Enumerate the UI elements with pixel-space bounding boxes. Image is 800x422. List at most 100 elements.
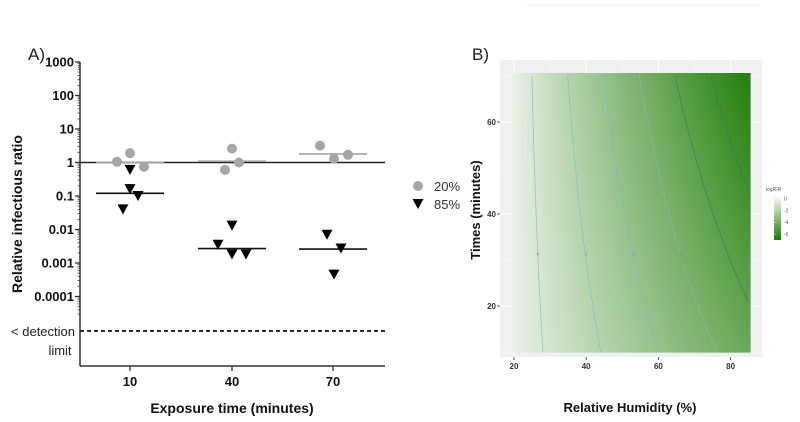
heatmap-cell <box>516 156 523 165</box>
heatmap-cell <box>556 296 563 304</box>
heatmap-cell <box>700 219 706 228</box>
heatmap-cell <box>680 247 687 255</box>
heatmap-cell <box>516 142 523 151</box>
heatmap-cell <box>521 338 528 346</box>
heatmap-cell <box>551 331 558 339</box>
heatmap-cell <box>571 268 578 276</box>
heatmap-cell <box>735 233 741 241</box>
heatmap-cell <box>690 233 697 241</box>
heatmap-cell <box>670 324 677 332</box>
heatmap-cell <box>631 219 637 228</box>
heatmap-cell <box>591 219 597 228</box>
heatmap-cell <box>715 114 721 123</box>
heatmap-cell <box>700 240 706 248</box>
heatmap-cell <box>531 205 538 214</box>
heatmap-cell <box>596 135 602 144</box>
heatmap-cell <box>670 170 677 179</box>
heatmap-cell <box>512 247 518 255</box>
heatmap-cell <box>631 79 637 88</box>
heatmap-cell <box>616 254 622 262</box>
heatmap-cell <box>635 289 642 297</box>
heatmap-cell <box>645 317 652 325</box>
heatmap-cell <box>611 331 617 339</box>
heatmap-cell <box>556 261 563 269</box>
heatmap-cell <box>631 86 637 95</box>
heatmap-cell <box>512 317 518 325</box>
heatmap-cell <box>601 121 607 130</box>
heatmap-cell <box>675 79 682 88</box>
heatmap-cell <box>690 184 697 193</box>
heatmap-cell <box>621 198 627 207</box>
heatmap-cell <box>526 226 533 235</box>
heatmap-cell <box>725 184 731 193</box>
heatmap-cell <box>526 310 533 318</box>
heatmap-cell <box>631 191 637 200</box>
heatmap-cell <box>516 303 523 311</box>
heatmap-cell <box>561 303 568 311</box>
heatmap-cell <box>705 135 711 144</box>
heatmap-cell <box>581 338 587 346</box>
heatmap-cell <box>631 296 637 304</box>
heatmap-cell <box>690 177 697 186</box>
heatmap-cell <box>635 128 642 137</box>
heatmap-cell <box>680 73 687 81</box>
heatmap-cell <box>596 289 602 297</box>
heatmap-cell <box>660 170 667 179</box>
heatmap-cell <box>566 177 573 186</box>
heatmap-cell <box>680 149 687 158</box>
heatmap-cell <box>670 247 677 255</box>
heatmap-cell <box>596 282 602 290</box>
heatmap-cell <box>616 247 622 255</box>
heatmap-cell <box>730 219 736 228</box>
heatmap-cell <box>675 100 682 109</box>
heatmap-cell <box>735 184 741 193</box>
heatmap-cell <box>685 93 692 102</box>
heatmap-cell <box>655 177 662 186</box>
heatmap-cell <box>576 240 583 248</box>
heatmap-cell <box>645 240 652 248</box>
heatmap-cell <box>611 205 617 214</box>
heatmap-cell <box>541 170 548 179</box>
heatmap-cell <box>730 79 736 88</box>
heatmap-cell <box>512 261 518 269</box>
heatmap-cell <box>596 107 602 116</box>
heatmap-cell <box>521 254 528 262</box>
heatmap-cell <box>512 191 518 200</box>
heatmap-cell <box>655 345 662 353</box>
heatmap-cell <box>591 93 597 102</box>
heatmap-cell <box>571 219 578 228</box>
heatmap-cell <box>581 121 587 130</box>
heatmap-cell <box>526 121 533 130</box>
heatmap-cell <box>740 184 746 193</box>
heatmap-cell <box>700 345 706 353</box>
heatmap-cell <box>531 226 538 235</box>
heatmap-cell <box>720 289 726 297</box>
heatmap-cell <box>655 296 662 304</box>
heatmap-cell <box>512 135 518 144</box>
heatmap-cell <box>740 331 746 339</box>
heatmap-cell <box>546 282 553 290</box>
heatmap-cell <box>700 86 706 95</box>
heatmap-cell <box>670 303 677 311</box>
heatmap-cell <box>591 100 597 109</box>
heatmap-cell <box>650 191 657 200</box>
heatmap-cell <box>516 275 523 283</box>
heatmap-cell <box>581 163 587 172</box>
heatmap-cell <box>556 142 563 151</box>
heatmap-cell <box>611 128 617 137</box>
heatmap-cell <box>576 128 583 137</box>
heatmap-cell <box>512 275 518 283</box>
heatmap-cell <box>526 338 533 346</box>
heatmap-cell <box>740 128 746 137</box>
heatmap-cell <box>635 233 642 241</box>
heatmap-cell <box>521 114 528 123</box>
heatmap-cell <box>745 205 751 214</box>
heatmap-cell <box>536 268 543 276</box>
heatmap-cell <box>680 226 687 235</box>
heatmap-cell <box>541 142 548 151</box>
heatmap-cell <box>680 219 687 228</box>
heatmap-cell <box>685 156 692 165</box>
heatmap-cell <box>561 93 568 102</box>
heatmap-cell <box>591 73 597 81</box>
heatmap-cell <box>735 317 741 325</box>
